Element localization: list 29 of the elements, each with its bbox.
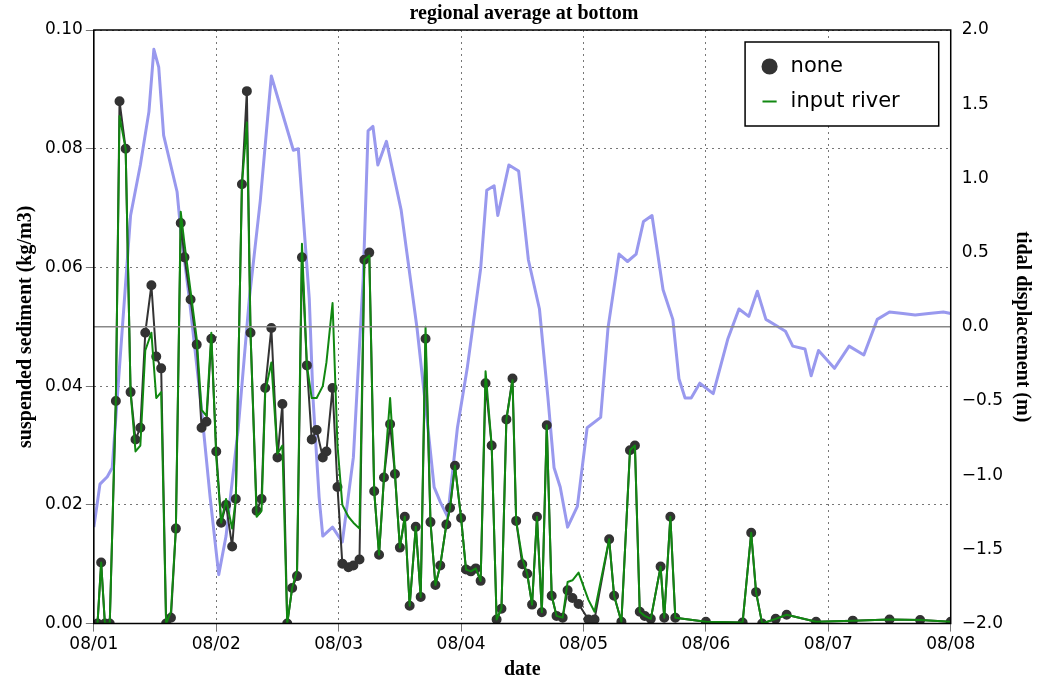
y2-tick-label: −1.5 [961, 537, 1003, 558]
x-tick-label: 08/05 [558, 633, 608, 654]
y-tick-label: 0.02 [44, 493, 83, 514]
x-axis-title: date [503, 657, 541, 680]
x-tick-label: 08/03 [314, 633, 364, 654]
y2-tick-label: −1.0 [961, 463, 1003, 484]
x-tick-label: 08/07 [803, 633, 853, 654]
x-tick-label: 08/06 [681, 633, 731, 654]
y2-tick-label: −2.0 [961, 612, 1003, 633]
x-tick-label: 08/08 [926, 633, 976, 654]
chart-title: regional average at bottom [409, 1, 639, 25]
legend-label: input river [790, 87, 901, 112]
y2-tick-label: 1.5 [961, 92, 989, 113]
y2-tick-label: 2.0 [961, 18, 989, 39]
legend-label: none [790, 52, 843, 77]
x-tick-label: 08/04 [436, 633, 486, 654]
y-axis-title: suspended sediment (kg/m3) [13, 205, 37, 448]
y2-tick-label: 0.5 [961, 241, 989, 262]
x-tick-label: 08/02 [191, 633, 241, 654]
y2-axis-title: tidal displacement (m) [1011, 231, 1035, 423]
y2-tick-label: 1.0 [961, 166, 989, 187]
y-tick-label: 0.04 [44, 374, 83, 395]
y-tick-label: 0.08 [44, 137, 83, 158]
y-tick-label: 0.00 [44, 612, 83, 633]
y2-tick-label: 0.0 [961, 315, 989, 336]
y-tick-label: 0.10 [44, 18, 83, 39]
y2-tick-label: −0.5 [961, 389, 1003, 410]
y-tick-label: 0.06 [44, 255, 83, 276]
x-tick-label: 08/01 [69, 633, 119, 654]
